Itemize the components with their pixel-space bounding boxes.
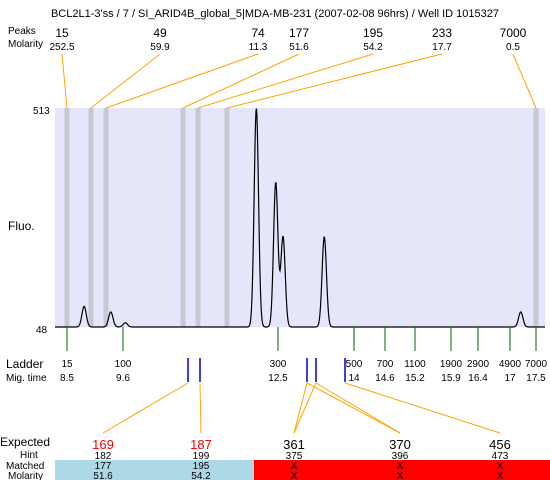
expected-connector-line (293, 382, 317, 434)
matched-size: X (291, 461, 298, 472)
peak-band (195, 108, 201, 327)
matched-size: 195 (193, 461, 210, 472)
peak-band (88, 108, 94, 327)
peak-connector-line (61, 53, 68, 109)
missing-bar (254, 460, 550, 480)
hint-size: 396 (392, 451, 409, 462)
chart-title: BCL2L1-3'ss / 7 / SI_ARID4B_global_5|MDA… (51, 8, 499, 20)
peak-connector-line (197, 53, 374, 109)
ladder-time-label: 16.4 (468, 373, 488, 384)
ladder-time-label: 12.5 (268, 373, 288, 384)
peak-molarity-label: 11.3 (249, 42, 268, 53)
matched-molarity: 51.6 (93, 471, 113, 480)
peak-size-label: 233 (432, 26, 452, 40)
y-tick-label: 48 (36, 325, 48, 336)
ladder-size-label: 500 (346, 359, 363, 370)
matched-size: X (497, 461, 504, 472)
molarity-row-label: Molarity (8, 39, 43, 50)
peak-band (533, 108, 539, 327)
expected-connector-line (306, 382, 401, 434)
peak-connector-line (226, 53, 443, 109)
peak-molarity-label: 54.2 (363, 42, 383, 53)
matched-bar (55, 460, 254, 480)
peak-molarity-label: 0.5 (506, 42, 520, 53)
ladder-time-label: 17.5 (526, 373, 546, 384)
peak-molarity-label: 252.5 (49, 42, 74, 53)
peak-size-label: 7000 (500, 26, 527, 40)
peak-size-label: 177 (289, 26, 309, 40)
ladder-size-label: 300 (270, 359, 287, 370)
ladder-time-label: 15.2 (405, 373, 425, 384)
ladder-size-label: 100 (115, 359, 132, 370)
ladder-size-label: 15 (61, 359, 73, 370)
hint-size: 182 (95, 451, 112, 462)
matched-molarity: X (497, 471, 504, 480)
mig-time-label: Mig. time (6, 373, 47, 384)
ladder-size-label: 1100 (404, 359, 426, 370)
peak-connector-line (182, 53, 300, 109)
matched-size: X (397, 461, 404, 472)
ladder-time-label: 14.6 (375, 373, 395, 384)
matched-size: 177 (95, 461, 112, 472)
ladder-size-label: 700 (377, 359, 394, 370)
peak-band (64, 108, 70, 327)
y-axis-label: Fluo. (8, 219, 35, 233)
expected-connector-line (315, 382, 401, 434)
peak-band (180, 108, 186, 327)
matched-molarity: 54.2 (191, 471, 211, 480)
peak-band (103, 108, 109, 327)
hint-size: 375 (286, 451, 303, 462)
expected-size: 361 (283, 437, 305, 452)
peak-size-label: 15 (55, 26, 69, 40)
electropherogram-trace (55, 108, 545, 328)
hint-size: 473 (492, 451, 509, 462)
peak-molarity-label: 17.7 (432, 42, 452, 53)
hint-row-label: Hint (20, 450, 38, 461)
peak-size-label: 49 (153, 26, 167, 40)
peak-connector-line (512, 53, 537, 109)
expected-connector-line (102, 382, 189, 434)
ladder-time-label: 9.6 (116, 373, 130, 384)
matched-row-label: Matched (6, 461, 44, 472)
ladder-size-label: 7000 (525, 359, 548, 370)
ladder-time-label: 8.5 (60, 373, 74, 384)
expected-row-label: Expected (0, 435, 50, 449)
peak-connector-line (90, 53, 161, 109)
ladder-time-label: 14 (348, 373, 360, 384)
expected-size: 187 (190, 437, 212, 452)
peak-size-label: 195 (363, 26, 383, 40)
hint-size: 199 (193, 451, 210, 462)
y-tick-label: 513 (33, 106, 50, 117)
expected-connector-line (344, 382, 501, 434)
peaks-row-label: Peaks (8, 26, 36, 37)
ladder-time-label: 15.9 (441, 373, 461, 384)
matched-molarity: X (397, 471, 404, 480)
ladder-label: Ladder (6, 357, 43, 371)
peak-size-label: 74 (251, 26, 265, 40)
peak-band (224, 108, 230, 327)
peak-molarity-label: 51.6 (289, 42, 309, 53)
expected-size: 456 (489, 437, 511, 452)
peak-connector-line (105, 53, 259, 109)
expected-connector-line (293, 382, 308, 434)
ladder-size-label: 2900 (467, 359, 490, 370)
ladder-time-label: 17 (504, 373, 516, 384)
ladder-size-label: 1900 (440, 359, 463, 370)
peak-molarity-label: 59.9 (150, 42, 170, 53)
plot-area (55, 108, 545, 327)
expected-size: 370 (389, 437, 411, 452)
ladder-size-label: 4900 (499, 359, 522, 370)
expected-connector-line (199, 382, 202, 434)
expected-size: 169 (92, 437, 114, 452)
molarity-row-label: Molarity (8, 471, 43, 480)
matched-molarity: X (291, 471, 298, 480)
